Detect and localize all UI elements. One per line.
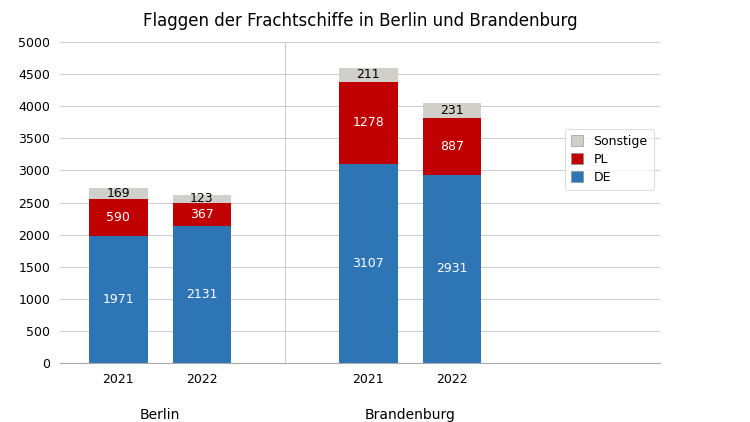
- Bar: [339, 81, 398, 164]
- Bar: [172, 226, 231, 363]
- Bar: [172, 203, 231, 226]
- Text: 231: 231: [440, 104, 464, 117]
- Text: 123: 123: [190, 192, 214, 205]
- Text: 211: 211: [356, 68, 380, 81]
- Bar: [339, 164, 398, 363]
- Text: Brandenburg: Brandenburg: [364, 408, 455, 422]
- Bar: [172, 195, 231, 203]
- Bar: [339, 68, 398, 81]
- Text: 1278: 1278: [352, 116, 384, 129]
- Text: 3107: 3107: [352, 257, 384, 270]
- Text: 590: 590: [106, 211, 130, 224]
- Text: 2131: 2131: [186, 288, 218, 301]
- Bar: [89, 188, 148, 199]
- Legend: Sonstige, PL, DE: Sonstige, PL, DE: [565, 129, 654, 190]
- Bar: [422, 103, 481, 118]
- Bar: [89, 236, 148, 363]
- Bar: [89, 199, 148, 236]
- Title: Flaggen der Frachtschiffe in Berlin und Brandenburg: Flaggen der Frachtschiffe in Berlin und …: [142, 11, 578, 30]
- Text: 1971: 1971: [103, 293, 134, 306]
- Text: Berlin: Berlin: [140, 408, 180, 422]
- Bar: [422, 175, 481, 363]
- Text: 2931: 2931: [436, 262, 467, 276]
- Text: 887: 887: [440, 140, 464, 153]
- Text: 367: 367: [190, 208, 214, 221]
- Text: 169: 169: [106, 187, 130, 200]
- Bar: [422, 118, 481, 175]
